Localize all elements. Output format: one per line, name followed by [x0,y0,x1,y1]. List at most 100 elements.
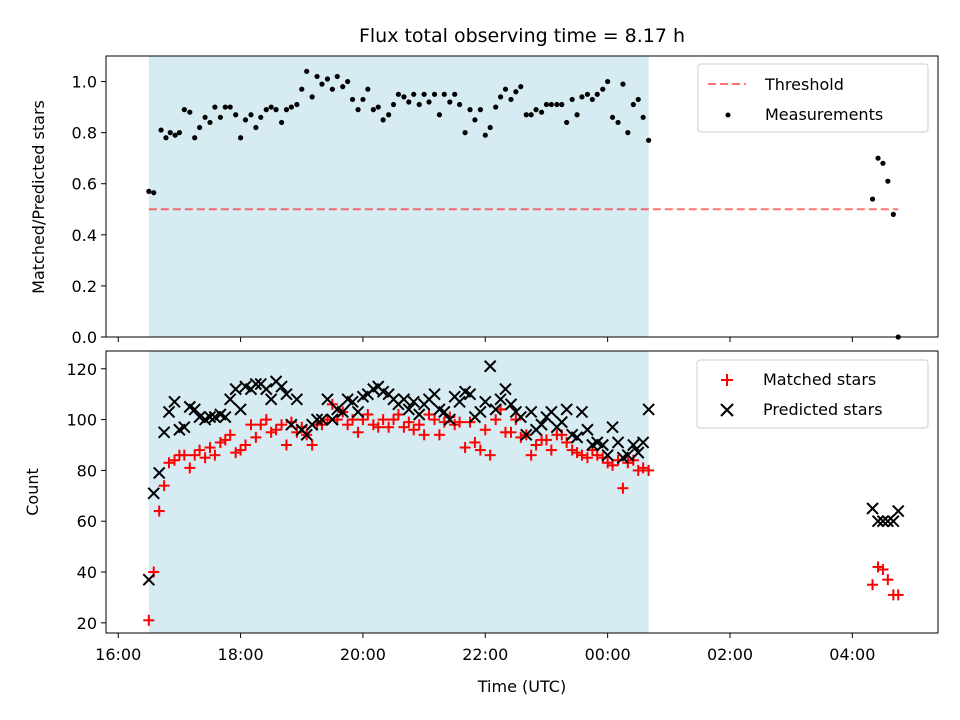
measurement-point [172,132,178,138]
predicted-star-point [596,438,609,452]
measurement-point [334,73,340,80]
measurement-point [146,188,152,194]
measurement-point [584,91,591,97]
matched-star-point [479,424,491,436]
predicted-star-point [280,387,293,401]
matched-star-point [230,447,242,459]
measurement-point [589,96,595,103]
predicted-star-point [489,403,502,416]
measurement-point [329,86,335,92]
predicted-star-point [575,405,589,419]
matched-star-point [163,457,175,469]
measurement-point [538,109,545,115]
y-tick-label: 0.8 [72,124,97,143]
predicted-star-point [601,448,614,462]
matched-star-point [276,419,288,431]
matched-star-point [352,426,364,438]
matched-star-point [383,421,395,433]
matched-star-point [362,409,374,421]
measurement-point [569,96,575,103]
matched-star-point [505,426,517,438]
matched-star-point [194,444,206,456]
legend-measurements-label: Measurements [765,105,883,124]
predicted-star-point [483,360,497,373]
measurement-point [401,94,407,100]
top-axes-frame [105,55,939,338]
measurement-point [869,196,876,202]
matched-star-point [540,434,552,446]
matched-star-point [525,449,537,461]
matched-star-point [469,436,481,448]
measurement-point [880,160,886,166]
measurement-point [416,101,422,108]
predicted-star-point [346,395,359,409]
predicted-star-point [219,410,232,424]
measurement-point [554,101,560,108]
measurement-point [386,112,392,118]
y-tick-label: 40 [77,563,97,582]
y-tick-label: 120 [66,360,97,379]
matched-star-point [178,449,190,461]
matched-star-point [423,409,435,421]
measurement-point [885,178,891,184]
measurement-point [294,101,300,108]
predicted-star-point [474,405,487,419]
measurement-point [600,86,606,92]
measurement-point [609,114,616,120]
matched-star-point [418,429,430,441]
measurement-point [467,107,473,113]
legend-matched-swatch [721,374,733,386]
predicted-star-point [555,415,568,429]
matched-star-point [265,426,277,438]
measurement-point [646,137,652,143]
predicted-star-point [402,403,416,416]
measurement-point [151,190,157,196]
legend-measurements-swatch [725,112,731,118]
measurement-point [605,78,611,85]
measurement-point [202,114,208,120]
predicted-star-point [499,382,512,396]
predicted-star-point [260,382,273,396]
measurement-point [253,124,259,131]
matched-star-point [454,416,466,428]
matched-star-point [459,442,471,454]
measurement-point [411,91,417,97]
matched-star-point [433,429,445,441]
measurement-point [222,104,228,110]
measurement-point [482,132,488,138]
x-tick-label: 02:00 [707,645,753,664]
measurement-point [452,91,458,97]
matched-star-point [280,439,292,451]
predicted-star-point [514,410,527,424]
predicted-star-point [627,438,640,452]
legend-threshold-label: Threshold [764,75,844,94]
measurement-point [227,104,233,110]
matched-star-point [607,459,619,471]
predicted-star-point [581,423,594,436]
matched-star-point [153,505,165,517]
predicted-star-point [494,393,507,406]
matched-star-point [872,561,884,573]
y-tick-label: 0.0 [72,328,97,347]
measurement-point [890,211,896,217]
matched-star-point [571,447,583,459]
measurement-point [192,135,198,141]
matched-star-point [545,444,557,456]
measurement-point [163,135,169,141]
predicted-star-point [866,502,879,515]
bottom-legend: Matched stars Predicted stars [696,359,929,429]
measurement-point [436,112,443,118]
matched-star-point [408,424,420,436]
legend-predicted-label: Predicted stars [763,400,883,419]
measurement-point [462,130,468,136]
measurement-point [548,101,554,108]
matched-star-point [882,574,894,586]
predicted-star-point [162,405,176,419]
matched-star-point [224,429,236,441]
measurement-point [518,84,524,90]
matched-star-point [617,482,629,494]
x-tick-label: 18:00 [218,645,264,664]
matched-star-point [214,436,226,448]
measurement-point [263,107,269,113]
predicted-star-point [876,515,890,528]
